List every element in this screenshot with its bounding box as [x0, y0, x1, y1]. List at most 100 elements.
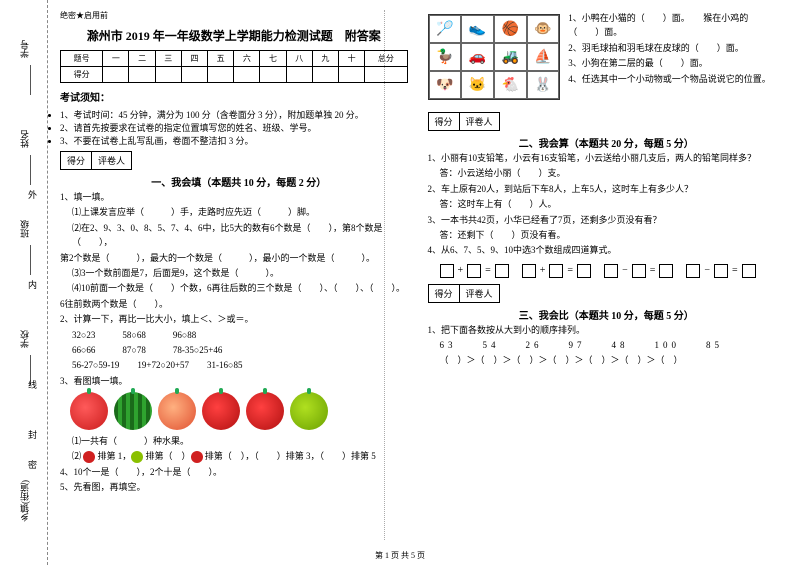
- notice-title: 考试须知：: [60, 89, 408, 104]
- s2q2a: 答：这时车上有（ ）人。: [428, 197, 776, 211]
- grid-cell: 🦆: [429, 43, 462, 71]
- rq3: 3、小狗在第二层的最（ ）面。: [568, 56, 775, 70]
- exam-page: 绝密★启用前 滁州市 2019 年一年级数学上学期能力检测试题 附答案 题号 一…: [0, 0, 800, 540]
- binding-line: [30, 245, 31, 275]
- grid-cell: ⛵: [527, 43, 560, 71]
- q2-head: 2、计算一下，再比一比大小，填上＜、＞或＝。: [60, 312, 408, 326]
- td: 得分: [61, 67, 103, 83]
- s3q1: 1、把下面各数按从大到小的顺序排列。: [428, 323, 776, 337]
- binding-mark: 内: [26, 280, 39, 289]
- blank-box: [714, 264, 728, 278]
- blank-box: [577, 264, 591, 278]
- grader-label: 评卷人: [460, 113, 499, 130]
- score-label: 得分: [429, 113, 460, 130]
- q2-row: 32○23 58○68 96○88: [60, 328, 408, 342]
- exam-title: 滁州市 2019 年一年级数学上学期能力检测试题 附答案: [60, 27, 408, 44]
- blank-box: [604, 264, 618, 278]
- grid-cell: 👟: [461, 15, 494, 43]
- blank-box: [522, 264, 536, 278]
- tomato-small-icon: [83, 451, 95, 463]
- grid-cell: 🚜: [494, 43, 527, 71]
- binding-label: 学校: [18, 330, 31, 348]
- q1-5: 6往前数两个数是（ ）。: [60, 297, 408, 311]
- rq4: 4、任选其中一个小动物或一个物品说说它的位置。: [568, 72, 775, 86]
- grader-label: 评卷人: [460, 285, 499, 302]
- q2-row: 66○66 87○78 78-35○25+46: [60, 343, 408, 357]
- grid-cell: 🐶: [429, 71, 462, 99]
- binding-label: 学号: [18, 40, 31, 58]
- binding-mark: 线: [26, 380, 39, 389]
- section-header: 得分 评卷人: [428, 112, 776, 131]
- left-column: 绝密★启用前 滁州市 2019 年一年级数学上学期能力检测试题 附答案 题号 一…: [50, 10, 418, 540]
- q3-2: ⑵ 排第 1， 排第（ ） 排第（ ），（ ）排第 3，（ ）排第 5: [60, 449, 408, 463]
- binding-line: [30, 65, 31, 95]
- section-header: 得分 评卷人: [428, 284, 776, 303]
- blank-box: [686, 264, 700, 278]
- q3-head: 3、看图填一填。: [60, 374, 408, 388]
- watermelon-icon: [114, 392, 152, 430]
- th: 一: [103, 51, 129, 67]
- notice-item: 2、请首先按要求在试卷的指定位置填写您的姓名、班级、学号。: [60, 121, 408, 134]
- rq2: 2、羽毛球拍和羽毛球在皮球的（ ）面。: [568, 41, 775, 55]
- binding-label: 乡镇(街道): [18, 480, 31, 522]
- binding-mark: 封: [26, 430, 39, 439]
- q5: 5、先看图，再填空。: [60, 480, 408, 494]
- peach-icon: [158, 392, 196, 430]
- strawberry-icon: [70, 392, 108, 430]
- q1-1: ⑴上课发言应举（ ）手，走路时应先迈（ ）脚。: [60, 205, 408, 219]
- q3-1: ⑴一共有（ ）种水果。: [60, 434, 408, 448]
- s2q3: 3、一本书共42页，小华已经看了7页，还剩多少页没有看？: [428, 213, 776, 227]
- grid-cell: 🐔: [494, 71, 527, 99]
- blank-box: [467, 264, 481, 278]
- notice-list: 1、考试时间：45 分钟，满分为 100 分（含卷面分 3 分），附加题单独 2…: [60, 108, 408, 147]
- score-box: 得分 评卷人: [60, 151, 132, 170]
- section-3-title: 三、我会比（本题共 10 分，每题 5 分）: [438, 307, 776, 322]
- q1-head: 1、填一填。: [60, 190, 408, 204]
- tomato-icon: [202, 392, 240, 430]
- th: 总分: [365, 51, 407, 67]
- s2q2: 2、车上原有20人，到站后下车8人，上车5人，这时车上有多少人？: [428, 182, 776, 196]
- score-box: 得分 评卷人: [428, 284, 500, 303]
- blank-box: [742, 264, 756, 278]
- secret-label: 绝密★启用前: [60, 10, 408, 21]
- th: 二: [129, 51, 155, 67]
- th: 三: [155, 51, 181, 67]
- grid-cell: 🐰: [527, 71, 560, 99]
- section-2-title: 二、我会算（本题共 20 分，每题 5 分）: [438, 135, 776, 150]
- grid-cell: 🚗: [461, 43, 494, 71]
- blank-box: [495, 264, 509, 278]
- grader-label: 评卷人: [92, 152, 131, 169]
- lime-icon: [290, 392, 328, 430]
- binding-margin: 学号 姓名 外 班级 内 学校 线 封 乡镇(街道) 密: [0, 0, 48, 565]
- notice-item: 1、考试时间：45 分钟，满分为 100 分（含卷面分 3 分），附加题单独 2…: [60, 108, 408, 121]
- tomato-icon: [246, 392, 284, 430]
- th: 九: [312, 51, 338, 67]
- binding-mark: 外: [26, 190, 39, 199]
- s2q3a: 答：还剩下（ ）页没有看。: [428, 228, 776, 242]
- q1-2: ⑵在2、9、3、0、8、5、7、4、6中，比5大的数有6个数是（ ），第8个数是…: [60, 221, 408, 250]
- grid-cell: 🏀: [494, 15, 527, 43]
- blank-box: [632, 264, 646, 278]
- q2-row: 56-27○59-19 19+72○20+57 31-16○85: [60, 358, 408, 372]
- score-label: 得分: [61, 152, 92, 169]
- score-label: 得分: [429, 285, 460, 302]
- right-column: 🏸 👟 🏀 🐵 🦆 🚗 🚜 ⛵ 🐶 🐱 🐔 🐰 1、小鸭在小猫的（ ）面。 猴在…: [418, 10, 786, 540]
- th: 六: [234, 51, 260, 67]
- th: 八: [286, 51, 312, 67]
- blank-box: [659, 264, 673, 278]
- blank-box: [440, 264, 454, 278]
- ordering-numbers: 63 54 26 97 48 100 85: [440, 338, 776, 351]
- grid-cell: 🐱: [461, 71, 494, 99]
- th: 四: [181, 51, 207, 67]
- q1-2b: 第2个数是（ ），最大的一个数是（ ），最小的一个数是（ ）。: [60, 251, 408, 265]
- th: 七: [260, 51, 286, 67]
- notice-item: 3、不要在试卷上乱写乱画，卷面不整洁扣 3 分。: [60, 134, 408, 147]
- s2q1a: 答：小云送给小丽（ ）支。: [428, 166, 776, 180]
- score-box: 得分 评卷人: [428, 112, 500, 131]
- q1-4: ⑷10前面一个数是（ ）个数，6再往后数的三个数是（ ）、（ ）、（ ）。: [60, 281, 408, 295]
- table-row: 题号 一 二 三 四 五 六 七 八 九 十 总分: [61, 51, 408, 67]
- grid-cell: 🏸: [429, 15, 462, 43]
- section-1-title: 一、我会填（本题共 10 分，每题 2 分）: [70, 174, 408, 189]
- binding-line: [30, 155, 31, 185]
- ordering-block: 63 54 26 97 48 100 85 （ ）＞（ ）＞（ ）＞（ ）＞（ …: [440, 338, 776, 366]
